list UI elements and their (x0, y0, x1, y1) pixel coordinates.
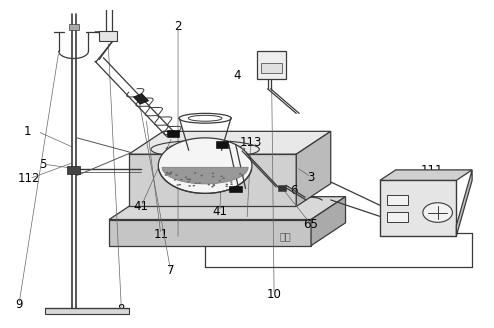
Text: 7: 7 (167, 264, 174, 277)
Text: 氮气: 氮气 (280, 231, 291, 241)
Text: 5: 5 (39, 157, 46, 171)
Circle shape (180, 179, 182, 180)
Polygon shape (159, 138, 252, 194)
Text: 10: 10 (267, 288, 282, 301)
Polygon shape (380, 180, 456, 236)
Text: 113: 113 (240, 136, 262, 149)
Polygon shape (129, 131, 331, 154)
Circle shape (165, 174, 167, 176)
Polygon shape (129, 154, 296, 206)
Circle shape (199, 182, 201, 184)
Bar (99, 31, 117, 41)
Circle shape (230, 183, 233, 185)
Polygon shape (109, 197, 345, 219)
Circle shape (195, 182, 198, 184)
Circle shape (186, 178, 189, 180)
Circle shape (166, 172, 168, 174)
Circle shape (213, 184, 215, 186)
Text: 6: 6 (290, 184, 297, 196)
Bar (67, 166, 80, 174)
Text: 41: 41 (133, 200, 149, 213)
Bar (133, 93, 149, 104)
Circle shape (176, 184, 179, 186)
Circle shape (169, 174, 171, 175)
Polygon shape (456, 170, 472, 236)
Circle shape (239, 173, 242, 174)
Circle shape (220, 175, 223, 177)
Circle shape (241, 174, 244, 176)
Text: 9: 9 (15, 298, 23, 311)
Bar (387, 212, 408, 222)
Polygon shape (311, 197, 345, 246)
Text: 41: 41 (212, 205, 227, 218)
Circle shape (175, 174, 178, 176)
Circle shape (188, 185, 191, 187)
Text: 111: 111 (420, 164, 443, 177)
Circle shape (241, 175, 244, 176)
Polygon shape (45, 308, 129, 314)
Circle shape (212, 173, 214, 174)
Polygon shape (162, 167, 248, 184)
Bar (167, 130, 179, 137)
Circle shape (167, 173, 169, 174)
Bar (69, 24, 79, 30)
Polygon shape (380, 170, 472, 180)
Circle shape (193, 185, 195, 187)
Circle shape (185, 176, 187, 178)
Polygon shape (109, 219, 311, 246)
Text: 3: 3 (307, 171, 315, 184)
Polygon shape (296, 131, 331, 206)
Circle shape (201, 174, 203, 176)
Text: 4: 4 (233, 69, 241, 82)
Circle shape (212, 176, 214, 177)
Circle shape (194, 172, 197, 174)
Circle shape (212, 184, 215, 186)
Bar (257, 51, 287, 79)
Circle shape (170, 172, 172, 173)
Text: 112: 112 (18, 172, 41, 185)
Text: 65: 65 (304, 218, 319, 231)
Circle shape (174, 179, 176, 181)
Circle shape (207, 184, 210, 185)
Circle shape (169, 172, 172, 174)
Circle shape (187, 181, 190, 183)
Circle shape (211, 186, 214, 188)
Bar (261, 63, 282, 72)
Circle shape (179, 184, 181, 185)
Bar (216, 141, 228, 148)
Circle shape (225, 186, 228, 187)
Circle shape (189, 179, 191, 180)
Bar (229, 186, 242, 193)
Circle shape (226, 184, 228, 185)
Text: 8: 8 (118, 303, 125, 316)
Bar (387, 195, 408, 205)
Circle shape (230, 181, 233, 183)
Bar (278, 185, 286, 191)
Circle shape (188, 179, 191, 180)
Circle shape (218, 180, 221, 181)
Text: 2: 2 (174, 20, 182, 33)
Circle shape (222, 177, 225, 179)
Text: 11: 11 (153, 228, 168, 241)
Circle shape (423, 203, 453, 222)
Text: 1: 1 (24, 125, 32, 138)
